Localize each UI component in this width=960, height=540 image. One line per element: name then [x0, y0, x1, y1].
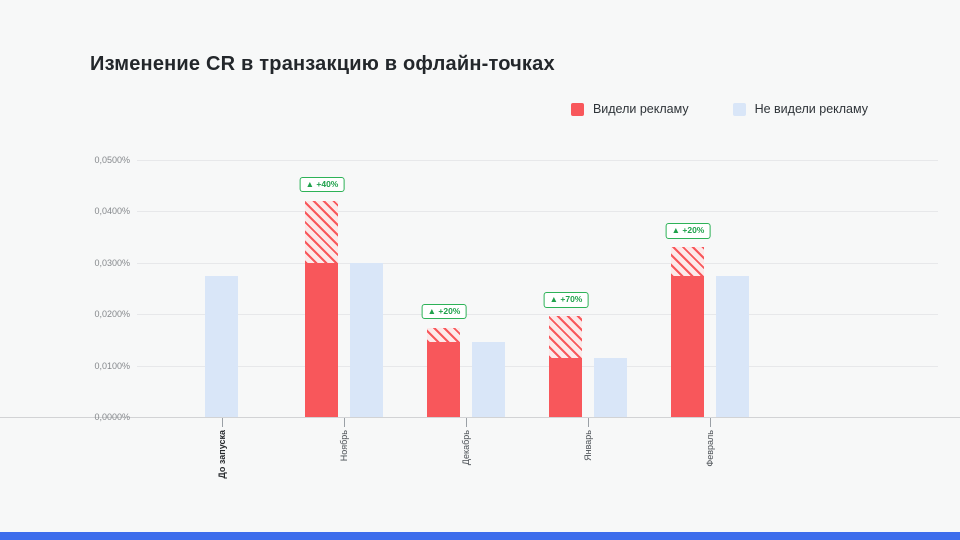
- bar-uplift-hatch: [427, 327, 460, 343]
- legend-item-not-seen-ads: Не видели рекламу: [732, 102, 868, 116]
- legend-item-seen-ads: Видели рекламу: [570, 102, 689, 116]
- legend-swatch-not-seen-ads: [732, 102, 746, 116]
- legend-label-seen-ads: Видели рекламу: [592, 102, 689, 116]
- bar-not-seen-ads: [350, 262, 383, 417]
- y-axis-tick-label: 0,0200%: [94, 309, 130, 320]
- gridline: [137, 211, 938, 213]
- bar-not-seen-ads: [205, 275, 238, 417]
- x-axis-tick-label: Ноябрь: [339, 430, 349, 462]
- x-axis-tick-label: До запуска: [217, 430, 227, 479]
- bar-seen-ads: [305, 201, 338, 417]
- x-axis-tick: [466, 418, 467, 427]
- x-axis-tick: [344, 418, 345, 427]
- gridline: [137, 262, 938, 264]
- uplift-badge: ▲ +40%: [299, 177, 345, 193]
- legend-swatch-seen-ads: [570, 102, 584, 116]
- bar-seen-ads: [427, 327, 460, 417]
- uplift-badge: ▲ +20%: [421, 303, 467, 319]
- chart-title: Изменение CR в транзакцию в офлайн-точка…: [90, 53, 555, 75]
- gridline: [137, 365, 938, 367]
- uplift-badge: ▲ +20%: [665, 223, 711, 239]
- bar-not-seen-ads: [472, 342, 505, 417]
- x-axis-line: [0, 417, 960, 418]
- bar-seen-ads: [671, 247, 704, 417]
- bar-not-seen-ads: [716, 275, 749, 417]
- x-axis-tick: [588, 418, 589, 427]
- x-axis-tick: [710, 418, 711, 427]
- bar-uplift-hatch: [549, 316, 582, 358]
- x-axis-tick-label: Декабрь: [461, 430, 471, 466]
- gridline: [137, 160, 938, 161]
- x-axis-tick: [222, 418, 223, 427]
- legend-label-not-seen-ads: Не видели рекламу: [754, 102, 868, 116]
- x-axis-tick-label: Февраль: [705, 430, 715, 467]
- bar-uplift-hatch: [305, 201, 338, 263]
- bar-uplift-hatch: [671, 247, 704, 276]
- y-axis-tick-label: 0,0100%: [94, 360, 130, 371]
- y-axis-tick-label: 0,0300%: [94, 257, 130, 268]
- bottom-accent-bar: [0, 532, 960, 540]
- gridline: [137, 314, 938, 316]
- bar-not-seen-ads: [594, 357, 627, 417]
- y-axis-tick-label: 0,0500%: [94, 155, 130, 165]
- y-axis-tick-label: 0,0000%: [94, 412, 130, 422]
- y-axis-tick-label: 0,0400%: [94, 206, 130, 217]
- legend: Видели рекламу Не видели рекламу: [570, 102, 868, 116]
- x-axis-tick-label: Январь: [583, 430, 593, 461]
- uplift-badge: ▲ +70%: [543, 292, 589, 308]
- bar-seen-ads: [549, 316, 582, 417]
